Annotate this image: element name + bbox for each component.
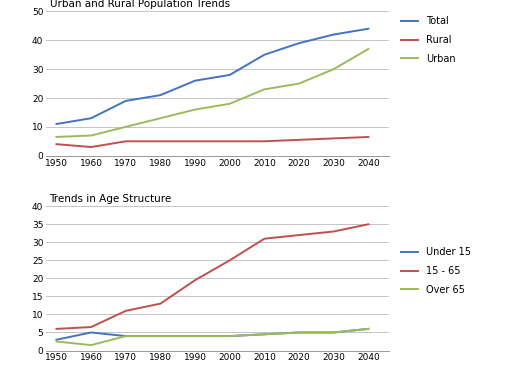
Total — [53, 122, 59, 126]
Under 15 — [296, 330, 302, 335]
Total — [296, 41, 302, 45]
Under 15 — [261, 332, 267, 336]
Over 65 — [227, 334, 233, 338]
Rural — [227, 139, 233, 144]
Over 65 — [88, 343, 94, 347]
Urban — [331, 67, 337, 71]
Total — [331, 32, 337, 37]
Under 15 — [365, 327, 371, 331]
Under 15 — [331, 330, 337, 335]
Total — [365, 26, 371, 31]
Rural — [53, 142, 59, 146]
Under 15 — [53, 338, 59, 342]
Urban — [261, 87, 267, 92]
Rural — [331, 136, 337, 141]
Urban — [296, 81, 302, 86]
Urban — [365, 46, 371, 51]
Over 65 — [123, 334, 129, 338]
15 - 65 — [123, 309, 129, 313]
Total — [261, 53, 267, 57]
Under 15 — [192, 334, 198, 338]
15 - 65 — [261, 236, 267, 241]
Urban — [157, 116, 163, 120]
Urban — [227, 101, 233, 106]
15 - 65 — [192, 278, 198, 282]
Rural — [192, 139, 198, 144]
15 - 65 — [53, 327, 59, 331]
Line: Over 65: Over 65 — [56, 329, 368, 345]
Total — [88, 116, 94, 120]
Total — [123, 99, 129, 103]
Text: Urban and Rural Population Trends: Urban and Rural Population Trends — [50, 0, 230, 9]
Line: 15 - 65: 15 - 65 — [56, 224, 368, 329]
Urban — [123, 125, 129, 129]
Rural — [296, 138, 302, 142]
Over 65 — [365, 327, 371, 331]
15 - 65 — [157, 301, 163, 306]
Under 15 — [123, 334, 129, 338]
Rural — [88, 145, 94, 149]
Urban — [53, 134, 59, 139]
Total — [227, 73, 233, 77]
Line: Rural: Rural — [56, 137, 368, 147]
15 - 65 — [296, 233, 302, 237]
Legend: Total, Rural, Urban: Total, Rural, Urban — [401, 16, 456, 64]
Under 15 — [157, 334, 163, 338]
Over 65 — [157, 334, 163, 338]
Rural — [261, 139, 267, 144]
Over 65 — [53, 339, 59, 344]
Legend: Under 15, 15 - 65, Over 65: Under 15, 15 - 65, Over 65 — [401, 247, 471, 295]
Total — [192, 78, 198, 83]
15 - 65 — [331, 229, 337, 234]
Under 15 — [88, 330, 94, 335]
Over 65 — [261, 332, 267, 336]
Urban — [192, 107, 198, 112]
Rural — [123, 139, 129, 144]
Rural — [365, 134, 371, 139]
Line: Total: Total — [56, 29, 368, 124]
Urban — [88, 133, 94, 138]
Over 65 — [296, 330, 302, 335]
Over 65 — [192, 334, 198, 338]
Text: Trends in Age Structure: Trends in Age Structure — [50, 194, 172, 204]
15 - 65 — [227, 258, 233, 263]
Line: Under 15: Under 15 — [56, 329, 368, 340]
Line: Urban: Urban — [56, 49, 368, 137]
Total — [157, 93, 163, 98]
Over 65 — [331, 330, 337, 335]
15 - 65 — [88, 325, 94, 329]
15 - 65 — [365, 222, 371, 227]
Rural — [157, 139, 163, 144]
Under 15 — [227, 334, 233, 338]
